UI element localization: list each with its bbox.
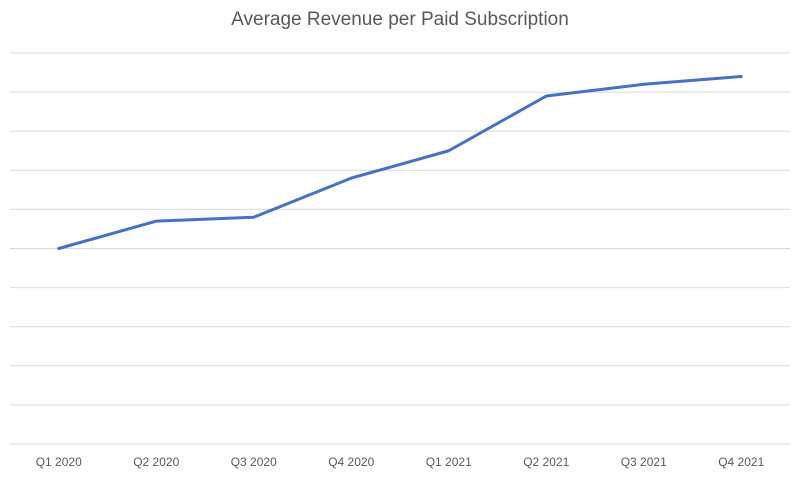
x-tick-label: Q4 2020 xyxy=(328,455,374,469)
chart-title: Average Revenue per Paid Subscription xyxy=(231,9,569,30)
x-tick-label: Q3 2020 xyxy=(231,455,277,469)
x-tick-label: Q2 2021 xyxy=(523,455,569,469)
x-tick-label: Q1 2020 xyxy=(36,455,82,469)
x-tick-label: Q1 2021 xyxy=(426,455,472,469)
x-tick-label: Q4 2021 xyxy=(718,455,764,469)
x-tick-label: Q2 2020 xyxy=(133,455,179,469)
x-tick-label: Q3 2021 xyxy=(621,455,667,469)
data-line xyxy=(57,74,743,250)
